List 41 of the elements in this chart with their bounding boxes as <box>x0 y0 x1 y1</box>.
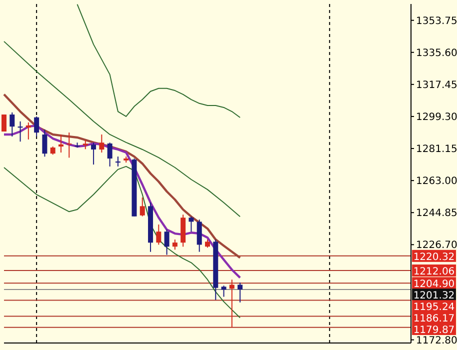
candlestick <box>140 197 145 217</box>
candlestick <box>26 122 31 140</box>
ref-line-label: 1212.06 <box>413 266 455 278</box>
candlestick <box>188 216 194 232</box>
candlestick <box>82 139 88 150</box>
y-tick-label: 1244.85 <box>416 208 457 220</box>
y-tick-label: 1353.75 <box>416 16 457 27</box>
ref-line-label: 1204.90 <box>413 279 455 290</box>
candlestick <box>156 224 162 246</box>
line-series <box>4 40 241 218</box>
ref-line-label: 1201.32 <box>413 290 455 302</box>
candlestick <box>66 132 72 158</box>
line-series <box>2 93 242 259</box>
candlestick <box>115 156 120 167</box>
ref-line-label: 1179.87 <box>413 325 455 336</box>
y-tick-label: 1172.80 <box>416 335 457 346</box>
candlestick <box>58 134 64 154</box>
candlestick <box>34 116 40 137</box>
ref-line-label: 1195.24 <box>413 302 455 314</box>
ref-line-label: 1220.32 <box>413 252 455 263</box>
y-tick-label: 1299.30 <box>416 112 457 124</box>
candlestick <box>107 142 112 168</box>
candlestick <box>196 219 202 252</box>
candlestick <box>91 142 96 166</box>
candlestick <box>172 239 178 250</box>
candlestick <box>238 282 243 303</box>
candlestick <box>18 120 23 142</box>
ref-line-label: 1186.17 <box>413 314 455 325</box>
y-tick-label: 1281.15 <box>416 144 457 156</box>
candlestick <box>10 112 15 137</box>
candlestick <box>229 279 234 328</box>
y-tick-label: 1226.70 <box>416 240 457 252</box>
candlestick <box>221 285 226 298</box>
y-tick-label: 1317.45 <box>416 80 457 91</box>
line-series <box>76 4 241 118</box>
candlestick <box>42 129 48 158</box>
y-tick-label: 1335.60 <box>416 48 457 59</box>
candlestick <box>99 134 104 154</box>
line-series <box>4 166 241 318</box>
candlestick <box>164 229 170 256</box>
y-tick-label: 1263.00 <box>416 176 457 188</box>
